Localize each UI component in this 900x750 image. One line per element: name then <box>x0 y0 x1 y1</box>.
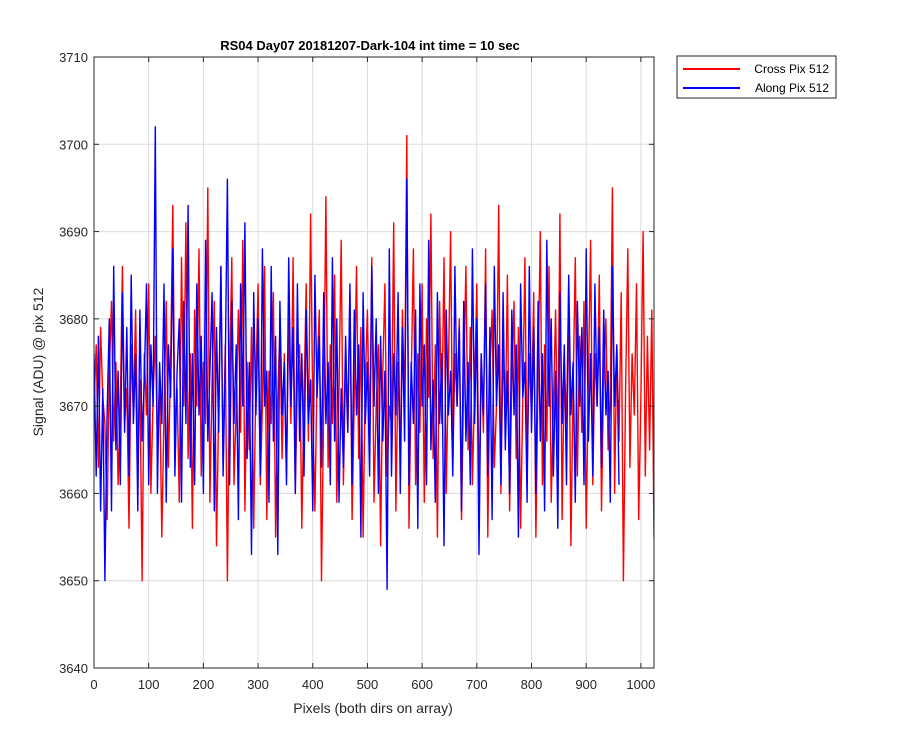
y-tick-label: 3660 <box>59 486 88 501</box>
x-tick-label: 400 <box>302 677 324 692</box>
x-axis-label: Pixels (both dirs on array) <box>293 700 453 716</box>
axes-box <box>93 56 655 669</box>
series-layer <box>94 126 654 591</box>
legend-label-cross: Cross Pix 512 <box>754 62 829 76</box>
legend-label-along: Along Pix 512 <box>755 81 829 95</box>
y-tick-label: 3650 <box>59 574 88 589</box>
y-tick-label: 3690 <box>59 225 88 240</box>
x-tick-label: 0 <box>90 677 97 692</box>
x-tick-label: 500 <box>357 677 379 692</box>
x-tick-label: 900 <box>575 677 597 692</box>
y-tick-label: 3700 <box>59 137 88 152</box>
y-tick-label: 3670 <box>59 399 88 414</box>
y-tick-label: 3710 <box>59 50 88 65</box>
x-tick-label: 1000 <box>626 677 655 692</box>
x-tick-label: 300 <box>247 677 269 692</box>
chart-title: RS04 Day07 20181207-Dark-104 int time = … <box>220 38 520 53</box>
y-axis-label: Signal (ADU) @ pix 512 <box>30 287 46 436</box>
series-line-along-pix-512 <box>94 126 620 591</box>
legend[interactable]: Cross Pix 512 Along Pix 512 <box>676 55 837 99</box>
y-tick-label: 3680 <box>59 312 88 327</box>
y-axis: 3640 3650 3660 3670 3680 3690 3700 3710 <box>59 50 654 676</box>
x-axis: 0 100 200 300 400 500 600 700 800 900 1000 <box>90 57 655 692</box>
legend-box <box>676 55 837 99</box>
x-tick-label: 700 <box>466 677 488 692</box>
x-tick-label: 600 <box>411 677 433 692</box>
x-tick-label: 800 <box>521 677 543 692</box>
y-tick-label: 3640 <box>59 661 88 676</box>
x-tick-label: 100 <box>138 677 160 692</box>
x-tick-label: 200 <box>193 677 215 692</box>
